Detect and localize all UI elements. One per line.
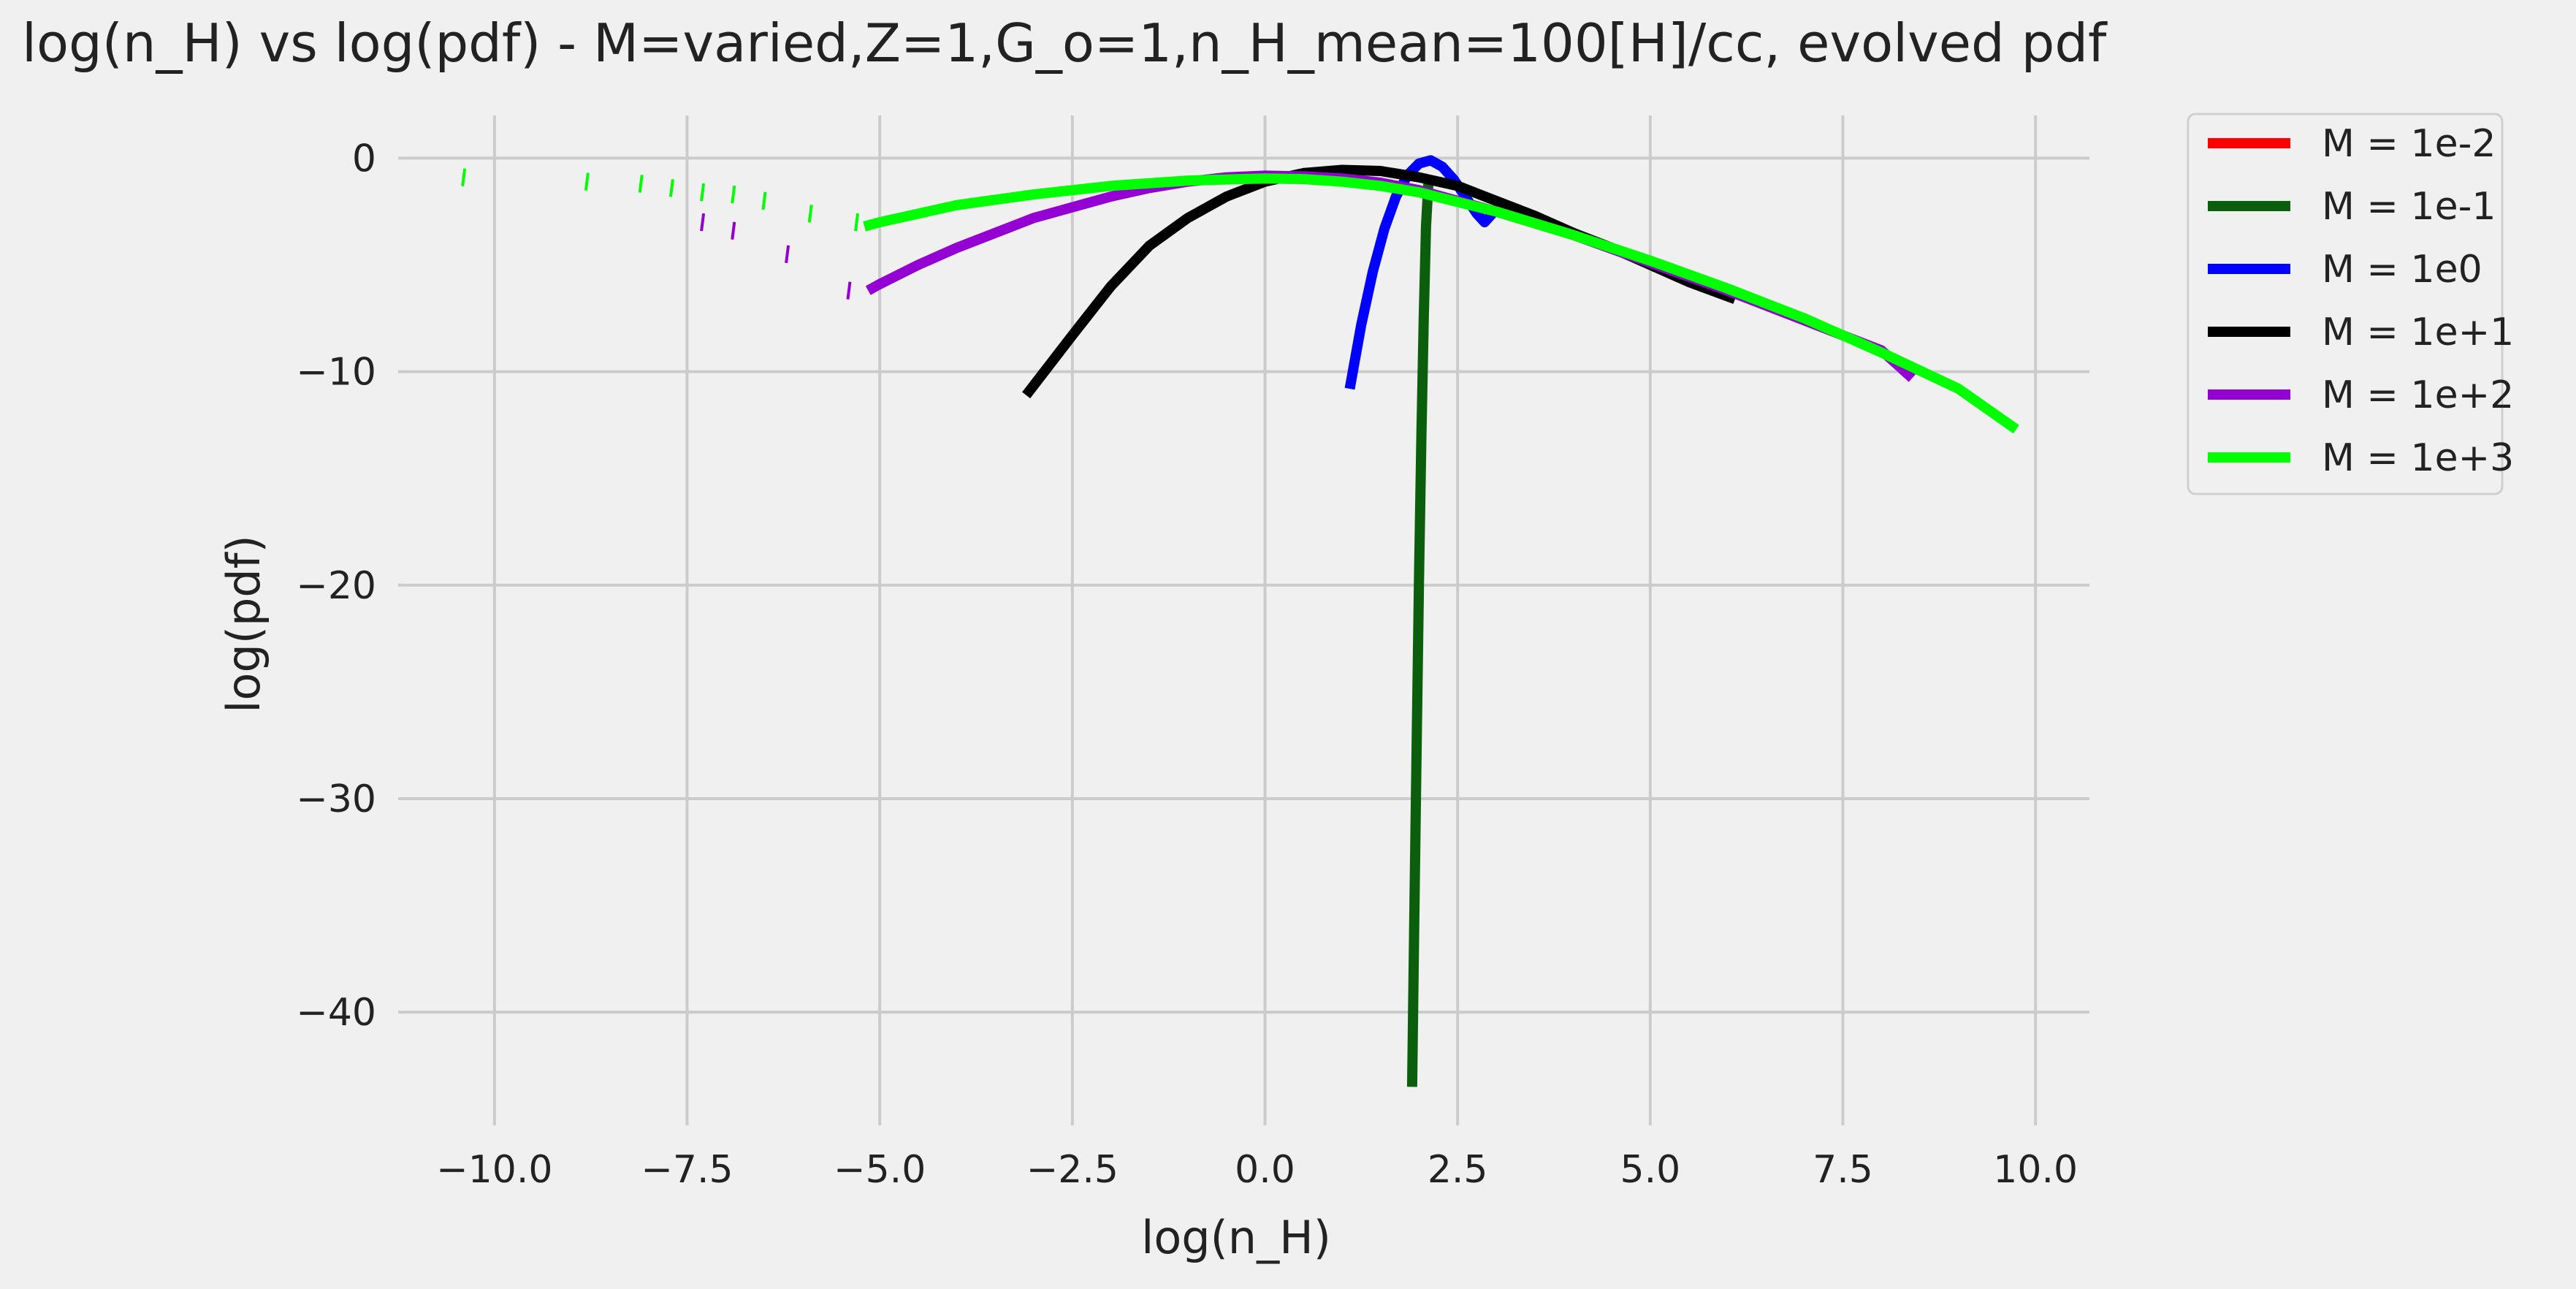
scatter-fragment-mark bbox=[584, 172, 590, 191]
chart-title: log(n_H) vs log(pdf) - M=varied,Z=1,G_o=… bbox=[22, 12, 2108, 74]
x-tick-label: 0.0 bbox=[1235, 1148, 1295, 1192]
scatter-fragments bbox=[461, 168, 860, 300]
y-tick-label: −30 bbox=[296, 777, 376, 821]
x-tick-label: −7.5 bbox=[641, 1148, 733, 1192]
scatter-fragment-mark bbox=[785, 245, 790, 264]
series-line bbox=[863, 173, 2019, 434]
x-tick-label: 2.5 bbox=[1428, 1148, 1488, 1192]
x-tick-label: 5.0 bbox=[1620, 1148, 1680, 1192]
scatter-fragment-mark bbox=[638, 175, 644, 193]
scatter-fragment-mark bbox=[668, 179, 674, 197]
x-tick-label: 7.5 bbox=[1813, 1148, 1873, 1192]
x-tick-label: −10.0 bbox=[436, 1148, 552, 1192]
plot-area bbox=[398, 115, 2089, 1125]
scatter-fragment-mark bbox=[807, 205, 813, 223]
legend-entry-label: M = 1e-2 bbox=[2322, 122, 2496, 166]
series-line bbox=[1406, 183, 1434, 1087]
y-axis-ticks: 0 −10 −20 −30 −40 bbox=[296, 137, 376, 1035]
series-lines bbox=[863, 155, 2019, 1087]
legend-entry-label: M = 1e0 bbox=[2322, 248, 2482, 292]
scatter-fragment-mark bbox=[700, 213, 706, 232]
legend-entry-label: M = 1e+1 bbox=[2322, 311, 2514, 354]
scatter-fragment-mark bbox=[700, 183, 706, 202]
x-tick-label: −2.5 bbox=[1026, 1148, 1119, 1192]
scatter-fragment-mark bbox=[854, 213, 860, 232]
x-axis-ticks: −10.0 −7.5 −5.0 −2.5 0.0 2.5 5.0 7.5 10.0 bbox=[436, 1148, 2078, 1192]
legend-entry-label: M = 1e+3 bbox=[2322, 436, 2514, 480]
legend-entry-label: M = 1e+2 bbox=[2322, 373, 2514, 417]
scatter-fragment-mark bbox=[461, 168, 467, 186]
x-axis-label: log(n_H) bbox=[1141, 1211, 1331, 1264]
legend: M = 1e-2 M = 1e-1 M = 1e0 M = 1e+1 M = 1e+2 M… bbox=[2187, 113, 2514, 495]
legend-entry-label: M = 1e-1 bbox=[2322, 185, 2496, 229]
y-axis-label: log(pdf) bbox=[217, 535, 270, 712]
scatter-fragment-mark bbox=[846, 281, 852, 300]
y-tick-label: −10 bbox=[296, 351, 376, 395]
y-tick-label: −40 bbox=[296, 991, 376, 1035]
scatter-fragment-mark bbox=[761, 191, 767, 210]
scatter-fragment-mark bbox=[731, 221, 736, 240]
y-tick-label: −20 bbox=[296, 564, 376, 608]
scatter-fragment-mark bbox=[731, 185, 736, 204]
x-tick-label: 10.0 bbox=[1993, 1148, 2078, 1192]
x-tick-label: −5.0 bbox=[834, 1148, 926, 1192]
y-tick-label: 0 bbox=[352, 137, 376, 180]
